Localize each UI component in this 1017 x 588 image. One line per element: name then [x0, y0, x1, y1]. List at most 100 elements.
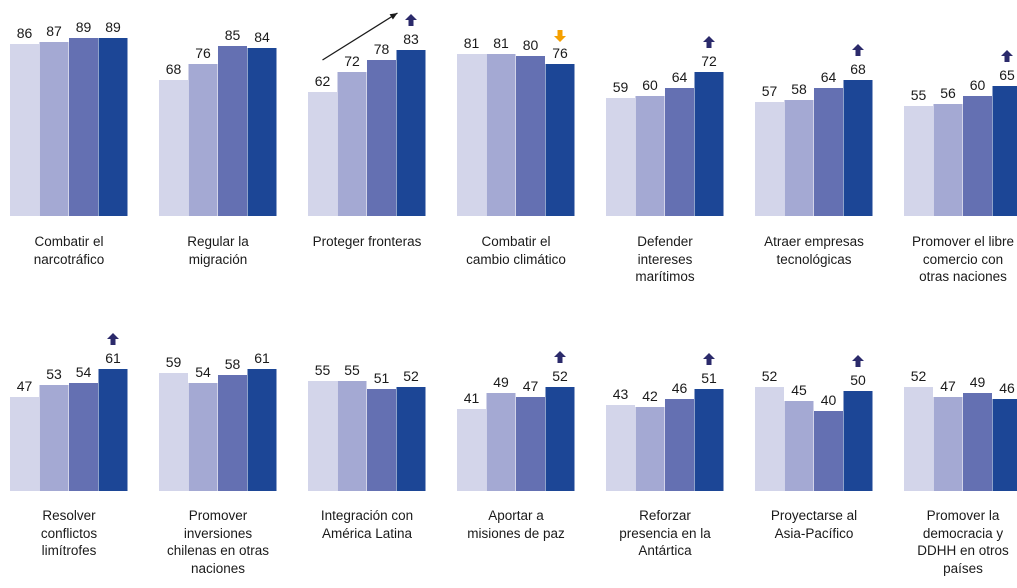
value-label-9-2: 51 [374, 370, 390, 386]
category-label-6: Promover el libre comercio con otras nac… [893, 233, 1017, 286]
bar-13-2 [963, 393, 992, 491]
value-label-4-3: 72 [701, 53, 717, 69]
value-label-3-1: 81 [493, 35, 509, 51]
value-label-12-2: 40 [821, 392, 837, 408]
bar-4-2 [665, 88, 694, 216]
bar-6-1 [934, 104, 963, 216]
value-label-8-2: 58 [225, 356, 241, 372]
value-label-0-1: 87 [46, 23, 62, 39]
bar-1-0 [159, 80, 188, 216]
value-label-6-2: 60 [970, 77, 986, 93]
bar-7-1 [40, 385, 69, 491]
up-arrow-icon-5 [852, 44, 864, 56]
category-label-3: Combatir el cambio climático [446, 233, 586, 268]
bar-1-1 [189, 64, 218, 216]
bar-7-3 [99, 369, 128, 491]
value-label-12-0: 52 [762, 368, 778, 384]
bar-3-2 [516, 56, 545, 216]
value-label-4-2: 64 [672, 69, 688, 85]
bar-1-2 [218, 46, 247, 216]
category-label-12: Proyectarse al Asia-Pacífico [744, 507, 884, 542]
bar-0-2 [69, 38, 98, 216]
bar-9-1 [338, 381, 367, 491]
value-label-4-0: 59 [613, 79, 629, 95]
bar-9-0 [308, 381, 337, 491]
value-label-3-0: 81 [464, 35, 480, 51]
bar-8-3 [248, 369, 277, 491]
bar-9-3 [397, 387, 426, 491]
bar-10-1 [487, 393, 516, 491]
bar-12-1 [785, 401, 814, 491]
category-label-4: Defender intereses marítimos [595, 233, 735, 286]
bar-11-3 [695, 389, 724, 491]
value-label-1-1: 76 [195, 45, 211, 61]
bar-5-2 [814, 88, 843, 216]
value-label-7-1: 53 [46, 366, 62, 382]
up-arrow-icon-7 [107, 333, 119, 345]
category-label-8: Promover inversiones chilenas en otras n… [148, 507, 288, 577]
value-label-11-3: 51 [701, 370, 717, 386]
value-label-10-1: 49 [493, 374, 509, 390]
value-label-5-2: 64 [821, 69, 837, 85]
bar-12-3 [844, 391, 873, 491]
bar-9-2 [367, 389, 396, 491]
bar-6-3 [993, 86, 1017, 216]
value-label-4-1: 60 [642, 77, 658, 93]
bar-2-1 [338, 72, 367, 216]
value-label-8-3: 61 [254, 350, 270, 366]
value-label-7-3: 61 [105, 350, 121, 366]
bar-11-2 [665, 399, 694, 491]
value-label-13-3: 46 [999, 380, 1015, 396]
value-label-1-0: 68 [166, 61, 182, 77]
bar-5-3 [844, 80, 873, 216]
bar-2-0 [308, 92, 337, 216]
up-arrow-icon-2 [405, 14, 417, 26]
up-arrow-icon-6 [1001, 50, 1013, 62]
value-label-3-3: 76 [552, 45, 568, 61]
category-label-0: Combatir el narcotráfico [0, 233, 139, 268]
value-label-6-1: 56 [940, 85, 956, 101]
value-label-1-2: 85 [225, 27, 241, 43]
value-label-3-2: 80 [523, 37, 539, 53]
trend-arrowhead-2 [390, 13, 398, 20]
value-label-6-0: 55 [911, 87, 927, 103]
down-arrow-icon-3 [554, 30, 566, 42]
bar-8-2 [218, 375, 247, 491]
bar-1-3 [248, 48, 277, 216]
bar-12-2 [814, 411, 843, 491]
value-label-6-3: 65 [999, 67, 1015, 83]
bar-13-1 [934, 397, 963, 491]
category-label-9: Integración con América Latina [297, 507, 437, 542]
bar-4-0 [606, 98, 635, 216]
bar-4-3 [695, 72, 724, 216]
value-label-8-0: 59 [166, 354, 182, 370]
category-label-10: Aportar a misiones de paz [446, 507, 586, 542]
value-label-7-2: 54 [76, 364, 92, 380]
value-label-9-1: 55 [344, 362, 360, 378]
bar-8-0 [159, 373, 188, 491]
category-label-7: Resolver conflictos limítrofes [0, 507, 139, 560]
value-label-10-0: 41 [464, 390, 480, 406]
value-label-13-0: 52 [911, 368, 927, 384]
bar-3-3 [546, 64, 575, 216]
value-label-12-3: 50 [850, 372, 866, 388]
bar-12-0 [755, 387, 784, 491]
bar-5-1 [785, 100, 814, 216]
bar-8-1 [189, 383, 218, 491]
value-label-10-3: 52 [552, 368, 568, 384]
value-label-1-3: 84 [254, 29, 270, 45]
bar-10-0 [457, 409, 486, 491]
up-arrow-icon-12 [852, 355, 864, 367]
bar-2-2 [367, 60, 396, 216]
value-label-2-3: 83 [403, 31, 419, 47]
up-arrow-icon-4 [703, 36, 715, 48]
value-label-11-2: 46 [672, 380, 688, 396]
value-label-11-1: 42 [642, 388, 658, 404]
category-label-13: Promover la democracia y DDHH en otros p… [893, 507, 1017, 577]
value-label-8-1: 54 [195, 364, 211, 380]
bar-2-3 [397, 50, 426, 216]
value-label-5-3: 68 [850, 61, 866, 77]
bar-6-0 [904, 106, 933, 216]
